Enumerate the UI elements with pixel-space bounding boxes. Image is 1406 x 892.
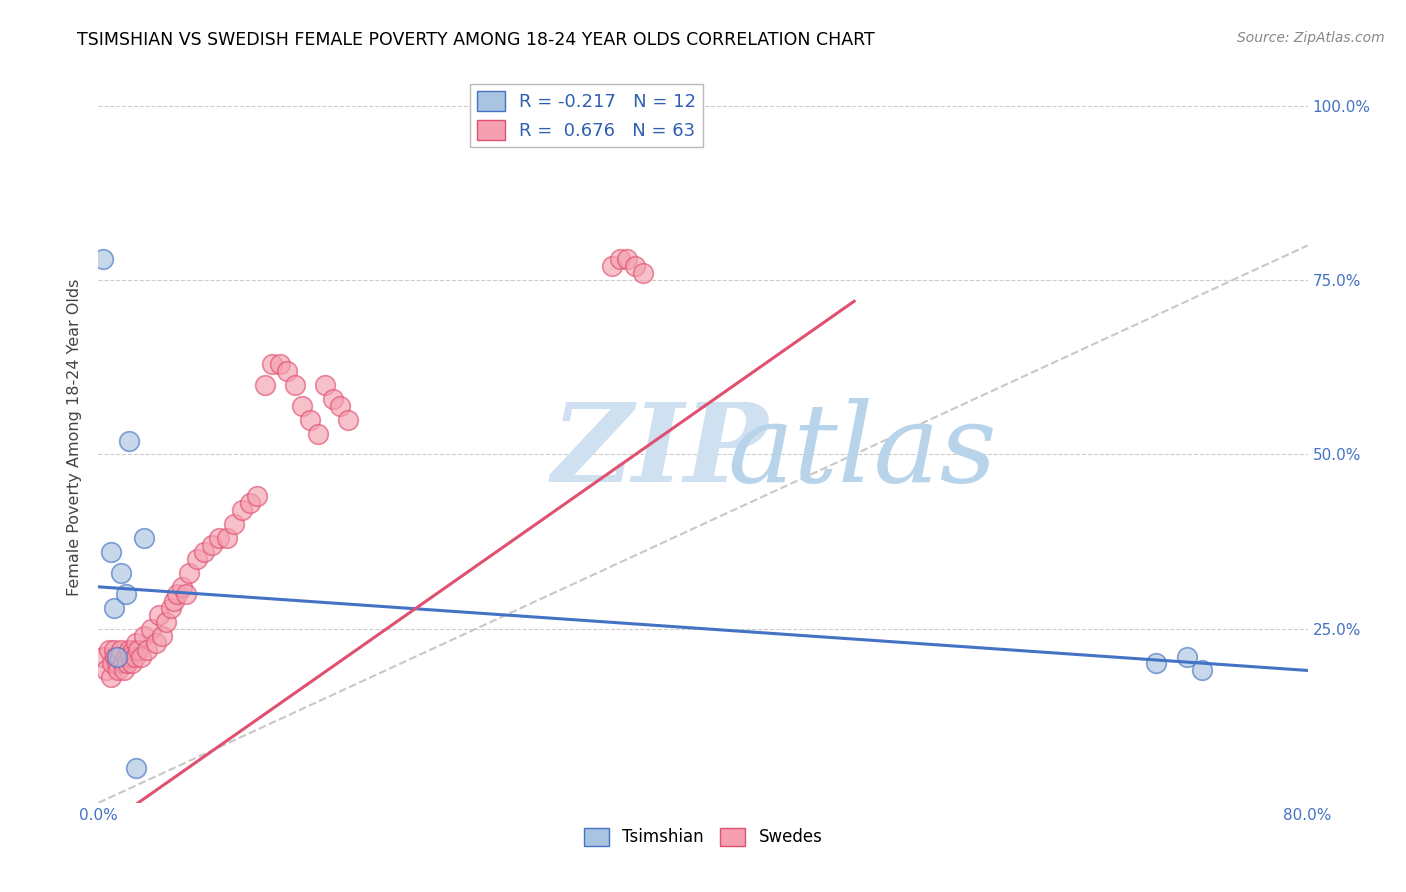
Point — [201, 538, 224, 552]
Point — [129, 649, 152, 664]
Point — [631, 266, 654, 280]
Point — [329, 399, 352, 413]
Point — [101, 657, 124, 671]
Point — [108, 649, 131, 664]
Point — [170, 580, 193, 594]
Point — [104, 649, 127, 664]
Point — [114, 587, 136, 601]
Y-axis label: Female Poverty Among 18-24 Year Olds: Female Poverty Among 18-24 Year Olds — [67, 278, 83, 596]
Point — [239, 496, 262, 510]
Point — [291, 399, 314, 413]
Point — [111, 657, 134, 671]
Point — [110, 566, 132, 580]
Point — [122, 642, 145, 657]
Point — [125, 761, 148, 775]
Point — [120, 649, 142, 664]
Point — [186, 552, 208, 566]
Point — [115, 657, 138, 671]
Point — [307, 426, 329, 441]
Point — [193, 545, 215, 559]
Point — [208, 531, 231, 545]
Point — [135, 642, 157, 657]
Point — [105, 657, 128, 671]
Point — [145, 635, 167, 649]
Point — [155, 615, 177, 629]
Point — [114, 649, 136, 664]
Point — [246, 489, 269, 503]
Point — [624, 260, 647, 274]
Point — [118, 642, 141, 657]
Point — [127, 642, 149, 657]
Point — [299, 412, 322, 426]
Point — [100, 670, 122, 684]
Point — [284, 377, 307, 392]
Point — [616, 252, 638, 267]
Point — [160, 600, 183, 615]
Point — [253, 377, 276, 392]
Point — [314, 377, 336, 392]
Point — [148, 607, 170, 622]
Point — [602, 260, 624, 274]
Point — [141, 622, 163, 636]
Point — [103, 600, 125, 615]
Point — [215, 531, 238, 545]
Text: TSIMSHIAN VS SWEDISH FEMALE POVERTY AMONG 18-24 YEAR OLDS CORRELATION CHART: TSIMSHIAN VS SWEDISH FEMALE POVERTY AMON… — [77, 31, 875, 49]
Point — [103, 642, 125, 657]
Point — [276, 364, 298, 378]
Text: ZIP: ZIP — [551, 398, 769, 506]
Point — [121, 657, 143, 671]
Legend: Tsimshian, Swedes: Tsimshian, Swedes — [576, 821, 830, 853]
Point — [125, 635, 148, 649]
Point — [231, 503, 253, 517]
Point — [118, 434, 141, 448]
Point — [124, 649, 146, 664]
Point — [1175, 649, 1198, 664]
Point — [166, 587, 188, 601]
Point — [100, 545, 122, 559]
Point — [150, 629, 173, 643]
Point — [174, 587, 197, 601]
Point — [1144, 657, 1167, 671]
Point — [107, 664, 129, 678]
Point — [110, 642, 132, 657]
Point — [336, 412, 359, 426]
Point — [98, 642, 121, 657]
Point — [105, 649, 128, 664]
Text: Source: ZipAtlas.com: Source: ZipAtlas.com — [1237, 31, 1385, 45]
Point — [132, 629, 155, 643]
Point — [224, 517, 246, 532]
Point — [1191, 664, 1213, 678]
Point — [609, 252, 631, 267]
Point — [112, 664, 135, 678]
Point — [322, 392, 344, 406]
Point — [269, 357, 291, 371]
Text: atlas: atlas — [727, 398, 997, 506]
Point — [94, 664, 117, 678]
Point — [91, 649, 114, 664]
Point — [262, 357, 284, 371]
Point — [179, 566, 201, 580]
Point — [91, 252, 114, 267]
Point — [132, 531, 155, 545]
Point — [163, 594, 186, 608]
